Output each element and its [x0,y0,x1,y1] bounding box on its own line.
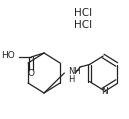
Text: HCl: HCl [74,20,92,30]
Text: HCl: HCl [74,8,92,18]
Text: NH: NH [68,67,81,77]
Text: HO: HO [1,52,14,60]
Text: H: H [68,74,74,84]
Text: N: N [101,87,107,96]
Text: O: O [28,69,35,79]
